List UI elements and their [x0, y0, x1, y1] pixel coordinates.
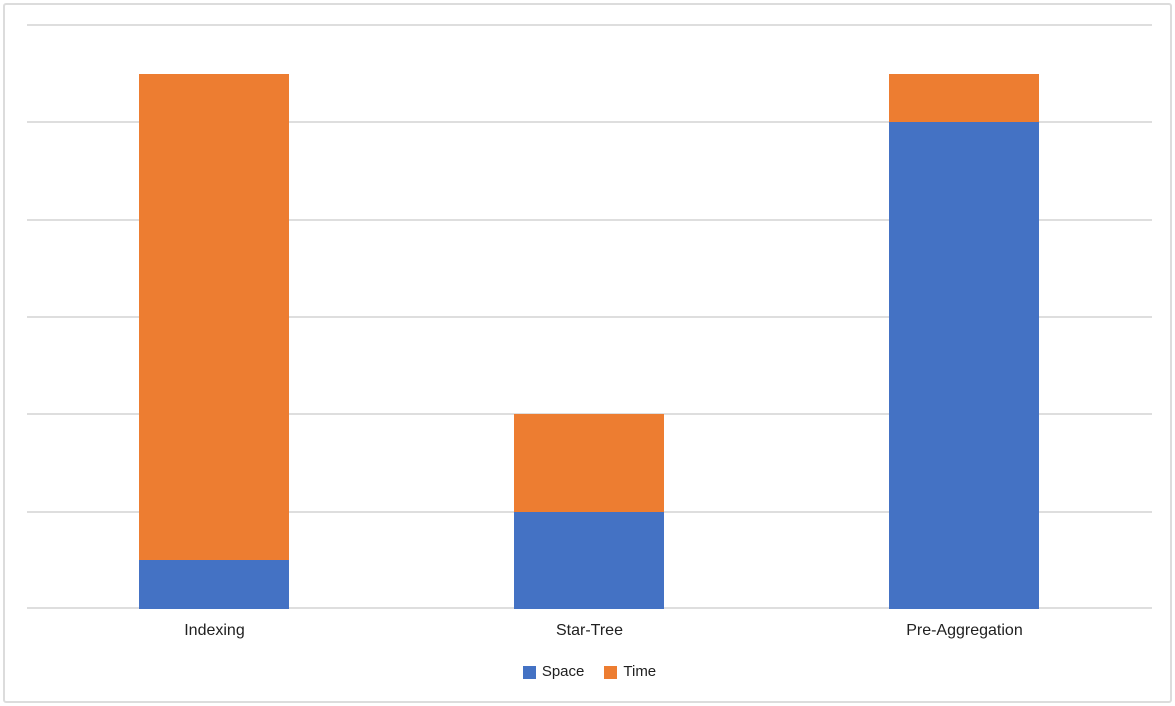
legend-item-time: Time — [604, 663, 656, 681]
category-slot-pre-aggregation — [777, 25, 1152, 609]
gridline — [27, 24, 1152, 26]
legend: Space Time — [27, 663, 1152, 681]
gridline — [27, 316, 1152, 318]
gridline — [27, 218, 1152, 221]
x-axis-label-indexing: Indexing — [184, 622, 245, 639]
x-axis-label-star-tree: Star-Tree — [555, 622, 623, 639]
legend-item-space: Space — [522, 663, 585, 681]
plot-area — [27, 24, 1152, 609]
x-axis-labels: Indexing Star-Tree Pre-Aggregation — [27, 618, 1152, 644]
bar-segment-space-pre-aggregation — [889, 122, 1040, 609]
bar-segment-space-indexing — [139, 560, 290, 609]
bar-segment-time-star-tree — [514, 414, 665, 512]
bar-segment-time-pre-aggregation — [889, 73, 1040, 123]
category-slot-indexing — [27, 25, 402, 609]
legend-swatch-space — [522, 665, 536, 679]
gridline — [27, 121, 1152, 124]
bar-segment-time-indexing — [139, 73, 290, 561]
x-axis-label-pre-aggregation: Pre-Aggregation — [906, 622, 1023, 639]
bar-segment-space-star-tree — [514, 511, 665, 609]
stacked-bar-indexing — [139, 73, 290, 609]
legend-swatch-time — [604, 665, 618, 679]
legend-label-space: Space — [541, 663, 585, 680]
legend-label-time: Time — [623, 663, 657, 680]
stacked-bar-pre-aggregation — [889, 73, 1040, 609]
stacked-bar-star-tree — [514, 414, 665, 609]
category-slot-star-tree — [402, 25, 777, 609]
